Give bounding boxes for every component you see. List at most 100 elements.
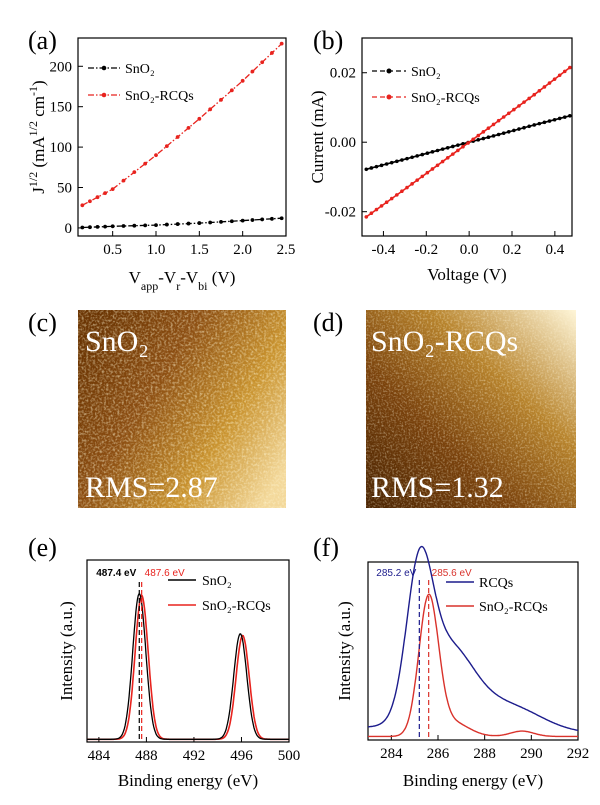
legend-label-e-sno2: SnO₂ xyxy=(202,574,232,589)
x-tick-label: 2.5 xyxy=(277,242,296,258)
data-point-b xyxy=(466,141,470,145)
plot-frame-a xyxy=(77,37,287,237)
x-tick-label: 0.2 xyxy=(503,242,522,258)
data-point-b xyxy=(374,164,379,169)
series-e xyxy=(87,592,289,741)
data-point-b xyxy=(440,147,445,151)
annotations-e: 487.4 eV 487.6 eV xyxy=(96,568,185,742)
panel-c: (c) SnO₂ RMS=2.87 xyxy=(28,308,286,508)
y-tick-label: 50 xyxy=(57,181,72,197)
data-point-a xyxy=(143,223,148,228)
legend-label-f-rcqs: RCQs xyxy=(479,576,513,591)
data-point-b xyxy=(420,174,425,179)
data-point-b xyxy=(506,129,511,134)
data-point-a xyxy=(250,218,255,222)
data-point-b xyxy=(476,133,481,138)
data-point-b xyxy=(512,107,516,112)
data-point-a xyxy=(219,219,223,224)
data-point-b xyxy=(395,159,399,164)
data-point-a xyxy=(197,116,202,121)
data-point-b xyxy=(491,134,496,138)
data-point-b xyxy=(568,114,572,118)
data-point-a xyxy=(279,216,284,221)
data-point-a xyxy=(88,199,92,204)
data-point-a xyxy=(186,126,191,130)
plot-frame-b xyxy=(361,37,573,237)
data-point-b xyxy=(430,150,435,154)
data-point-a xyxy=(260,217,265,222)
data-point-b xyxy=(481,130,486,134)
y-tick-label: 200 xyxy=(50,59,73,75)
data-point-b xyxy=(445,145,450,150)
data-point-b xyxy=(506,111,511,116)
data-point-a xyxy=(197,221,202,225)
data-point-b xyxy=(456,143,460,147)
x-ticks-e: 484 488 492 496 500 xyxy=(88,737,301,764)
data-point-b xyxy=(379,204,384,208)
afm-sample-name-c: SnO₂ xyxy=(85,325,149,358)
data-point-b xyxy=(512,128,516,133)
x-tick-label: 286 xyxy=(427,746,450,762)
panel-e: (e) 484 488 492 496 500 487.4 eV 487.6 eV SnO… xyxy=(28,533,300,790)
y-ticks-a: 0 50 100 150 200 xyxy=(50,59,83,237)
panel-a: (a) 0.5 1.0 1.5 2.0 2.5 0 50 100 150 200 SnO₂ Sn… xyxy=(26,26,295,293)
peak-annotation-e: 487.4 eV xyxy=(96,568,136,579)
data-point-b xyxy=(532,92,537,97)
data-point-a xyxy=(175,135,180,139)
data-point-a xyxy=(103,224,107,229)
panel-label-b: (b) xyxy=(313,26,343,55)
data-point-a xyxy=(121,178,126,183)
data-point-a xyxy=(240,78,245,83)
panel-label-d: (d) xyxy=(313,308,343,337)
data-point-b xyxy=(552,77,557,81)
series-line-f-sno2rcqs xyxy=(368,593,578,738)
data-point-a xyxy=(143,161,148,166)
data-point-a xyxy=(154,223,158,227)
data-point-b xyxy=(425,170,430,175)
data-point-b xyxy=(420,152,425,157)
data-point-b xyxy=(486,135,491,140)
x-tick-label: 1.0 xyxy=(147,242,166,258)
data-point-b xyxy=(568,65,572,70)
data-point-b xyxy=(440,159,445,164)
data-point-b xyxy=(542,120,547,125)
x-axis-label-e: Binding energy (eV) xyxy=(118,771,258,790)
data-point-b xyxy=(501,115,506,119)
x-tick-label: 500 xyxy=(278,748,301,764)
x-tick-label: 0.0 xyxy=(460,242,479,258)
legend-a: SnO₂ SnO₂-RCQs xyxy=(88,62,194,104)
panel-d: (d) SnO₂-RCQs RMS=1.32 xyxy=(313,308,576,508)
data-point-b xyxy=(451,152,455,156)
data-point-a xyxy=(110,224,115,229)
legend-label-e-rcqs: SnO₂-RCQs xyxy=(202,599,271,614)
data-point-b xyxy=(476,138,481,142)
data-point-a xyxy=(270,216,274,221)
panel-label-a: (a) xyxy=(28,26,57,55)
afm-texture-c xyxy=(78,310,286,508)
data-point-b xyxy=(379,163,384,168)
x-ticks-b: -0.4 -0.2 0.0 0.2 0.4 xyxy=(372,231,565,258)
data-point-b xyxy=(537,121,542,126)
data-point-b xyxy=(364,167,369,172)
legend-label-a-rcqs: SnO₂-RCQs xyxy=(125,89,194,104)
legend-f: RCQs SnO₂-RCQs xyxy=(446,576,548,615)
data-point-b xyxy=(451,144,455,149)
data-point-b xyxy=(395,193,399,197)
x-axis-label-a: Vapp-Vr-Vbi (V) xyxy=(129,268,236,293)
data-point-b xyxy=(557,116,562,121)
data-point-a xyxy=(229,219,234,224)
data-point-a xyxy=(132,223,137,228)
x-tick-label: -0.2 xyxy=(414,242,438,258)
data-point-b xyxy=(491,122,496,127)
peak-annotation-e: 487.6 eV xyxy=(145,568,185,579)
data-point-b xyxy=(384,200,389,205)
data-point-b xyxy=(430,167,435,171)
peak-annotation-f: 285.6 eV xyxy=(432,568,472,579)
data-point-a xyxy=(260,60,265,65)
data-point-a xyxy=(279,41,284,46)
x-tick-label: 2.0 xyxy=(233,242,252,258)
peak-annotation-f: 285.2 eV xyxy=(376,568,416,579)
x-tick-label: 0.5 xyxy=(103,242,122,258)
afm-sample-name-d: SnO₂-RCQs xyxy=(371,325,518,358)
series-line-f-rcqs xyxy=(368,545,579,732)
